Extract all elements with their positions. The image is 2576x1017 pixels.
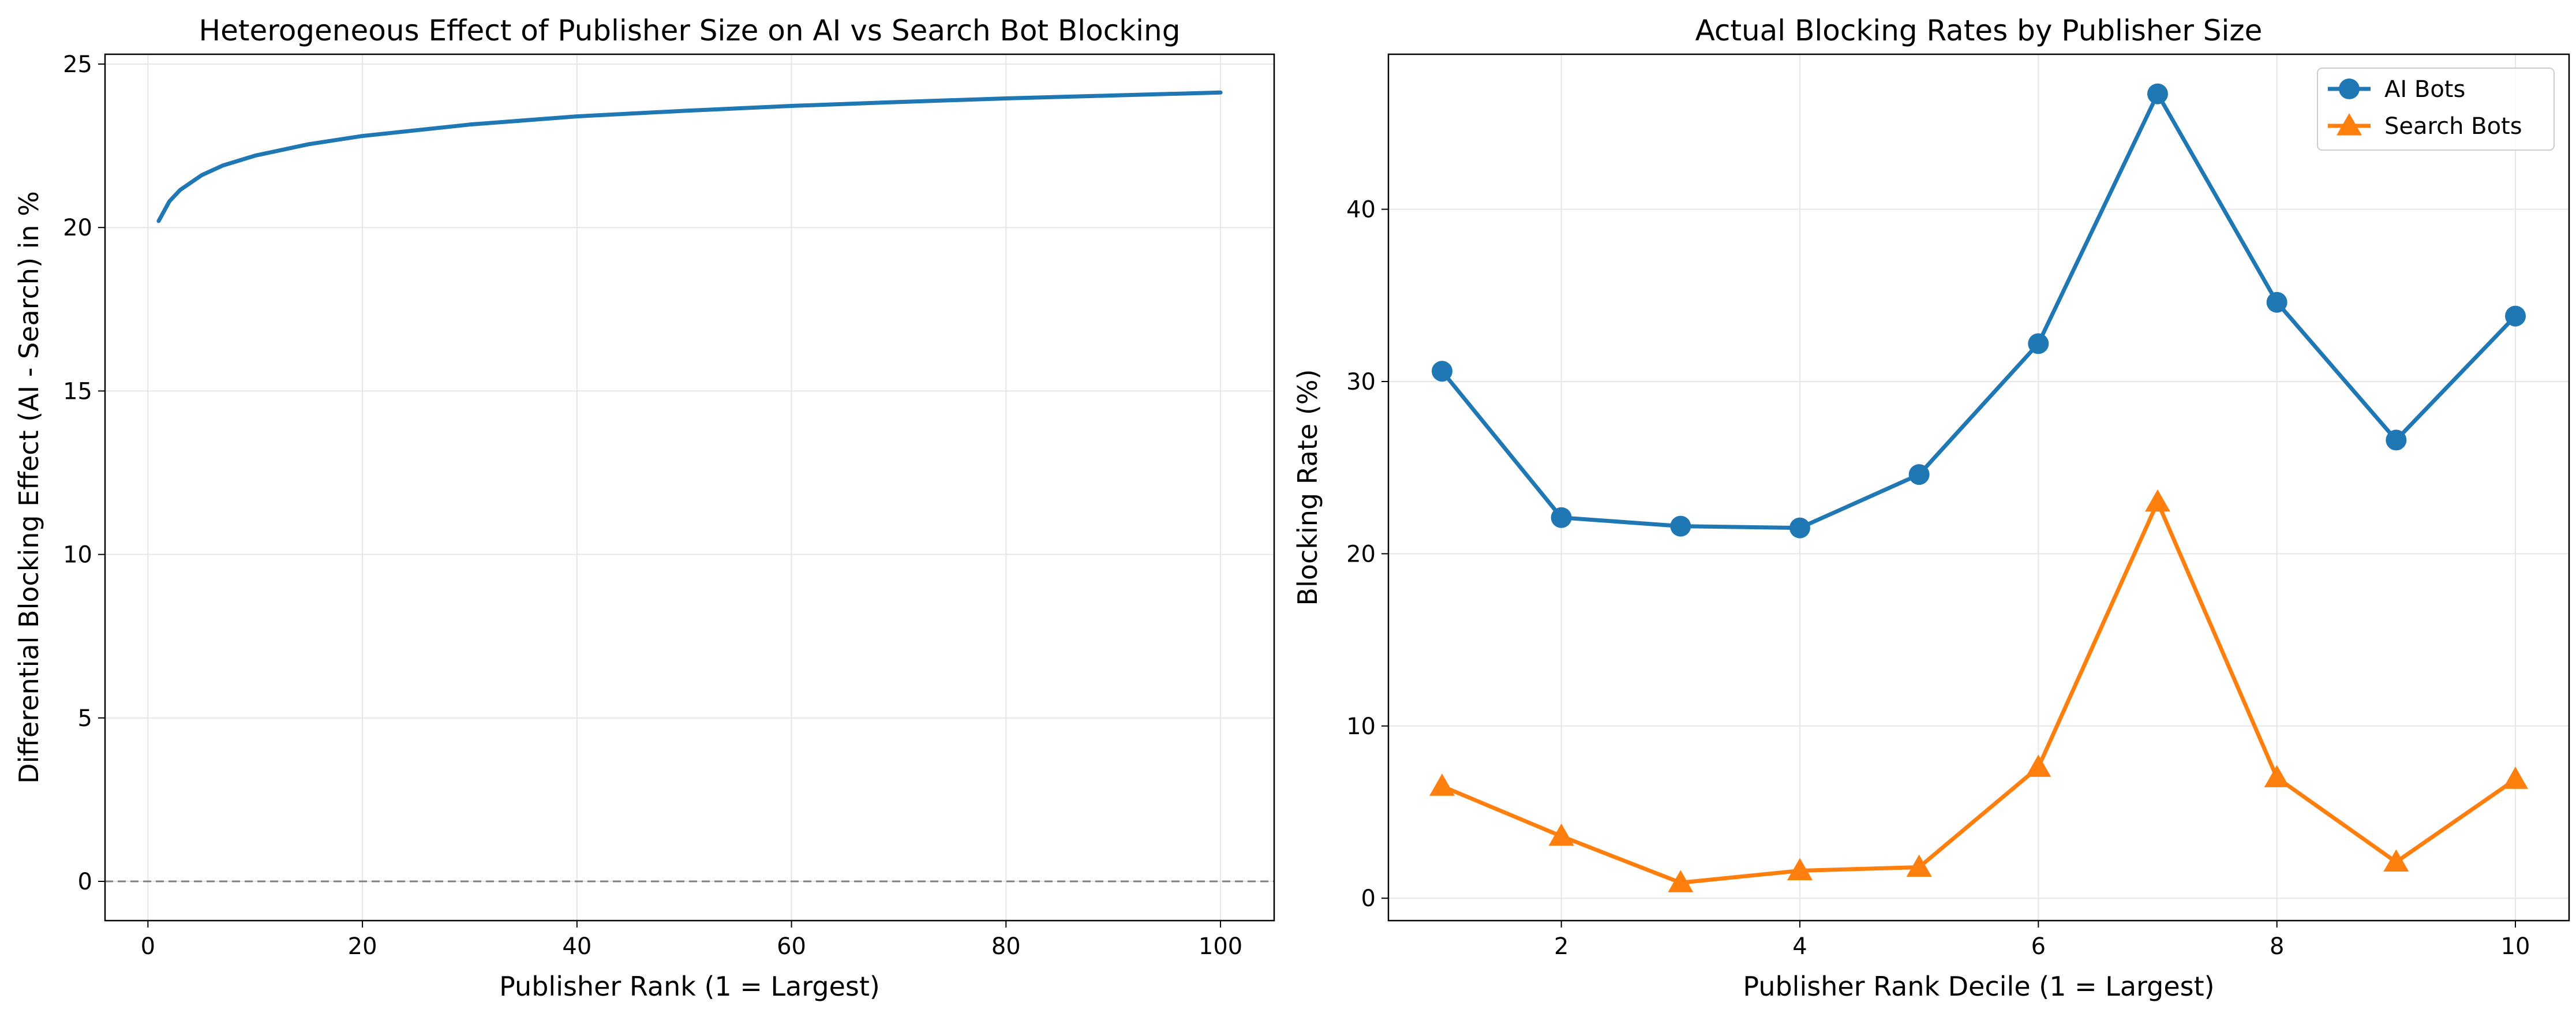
x-tick-label: 4 — [1792, 933, 1807, 960]
plot-frame — [1387, 53, 2570, 922]
y-tick-label: 20 — [1346, 541, 1376, 567]
data-point — [1906, 854, 1932, 877]
series-line-2 — [1441, 500, 2517, 885]
x-axis-label: Publisher Rank Decile (1 = Largest) — [1743, 971, 2214, 1002]
y-tick-label: 10 — [63, 542, 92, 569]
y-tick-label: 40 — [1346, 197, 1376, 223]
data-point — [1908, 464, 1930, 485]
legend: AI Bots Search Bots — [2317, 68, 2555, 151]
chart-1: 0 20 40 60 80 100 0 5 10 15 20 25 Heterogeneous Effe… — [13, 14, 1275, 1002]
plot-frame — [104, 53, 1275, 922]
legend-label: Search Bots — [2384, 113, 2522, 140]
data-point — [1670, 515, 1691, 537]
data-point — [2028, 333, 2049, 354]
y-tick-label: 0 — [1361, 885, 1376, 912]
y-tick-label: 0 — [78, 869, 92, 895]
y-axis-label: Blocking Rate (%) — [1292, 369, 1323, 606]
x-tick-label: 10 — [2501, 933, 2530, 960]
chart-2: 2 4 6 8 10 0 10 20 30 40 Actual Blocking Rates by … — [1292, 14, 2570, 1002]
y-tick-label: 20 — [63, 215, 92, 241]
data-point — [1668, 870, 1694, 892]
x-tick-label: 60 — [777, 933, 806, 960]
data-point — [2264, 765, 2290, 787]
x-tick-label: 100 — [1199, 933, 1242, 960]
x-tick-label: 6 — [2031, 933, 2046, 960]
data-point — [1432, 361, 1452, 382]
data-point — [2383, 849, 2409, 872]
legend-label: AI Bots — [2384, 76, 2465, 103]
data-point — [2503, 767, 2528, 789]
x-tick-label: 20 — [348, 933, 377, 960]
data-point — [2386, 429, 2407, 451]
x-tick-label: 0 — [141, 933, 155, 960]
y-tick-label: 30 — [1346, 369, 1376, 395]
y-tick-label: 15 — [63, 378, 92, 405]
data-point — [1551, 507, 1572, 528]
x-axis-label: Publisher Rank (1 = Largest) — [499, 971, 880, 1002]
legend-marker — [2339, 78, 2360, 99]
data-point — [2145, 489, 2170, 512]
series-line — [156, 90, 1223, 223]
y-tick-label: 5 — [78, 705, 92, 732]
legend-box — [2317, 68, 2555, 151]
data-point — [2505, 305, 2526, 327]
x-tick-label: 8 — [2270, 933, 2284, 960]
data-point — [1548, 823, 1574, 846]
y-tick-label: 25 — [63, 51, 92, 78]
x-tick-label: 2 — [1554, 933, 1568, 960]
y-tick-label: 10 — [1346, 713, 1376, 740]
legend-marker — [2337, 113, 2362, 136]
data-point — [1429, 773, 1455, 796]
data-point — [2147, 83, 2168, 104]
data-point — [2266, 291, 2287, 313]
x-tick-label: 80 — [991, 933, 1021, 960]
chart-title: Actual Blocking Rates by Publisher Size — [1695, 14, 2263, 47]
data-point — [1787, 858, 1813, 880]
series-line-1 — [1440, 92, 2517, 530]
x-tick-label: 40 — [562, 933, 591, 960]
data-point — [1789, 517, 1810, 539]
chart-title: Heterogeneous Effect of Publisher Size o… — [199, 14, 1181, 47]
y-axis-label: Differential Blocking Effect (AI - Searc… — [13, 191, 44, 784]
data-point — [2025, 754, 2051, 777]
